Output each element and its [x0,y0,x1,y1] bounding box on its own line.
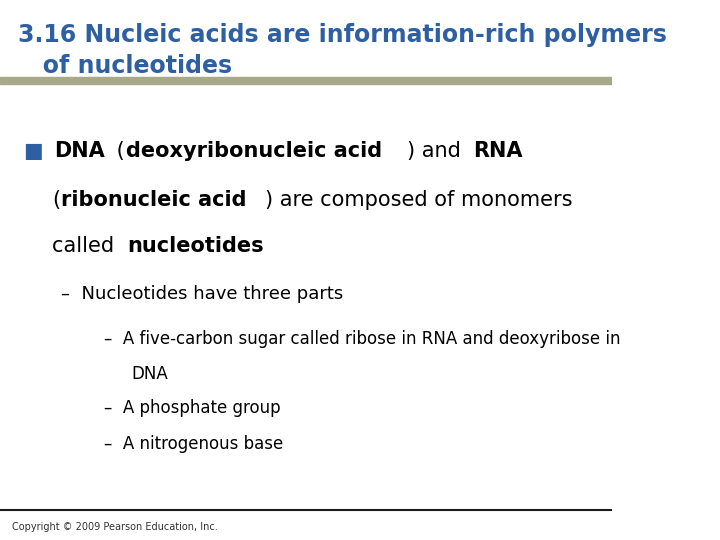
Text: DNA: DNA [54,141,105,161]
Text: Copyright © 2009 Pearson Education, Inc.: Copyright © 2009 Pearson Education, Inc. [12,522,218,531]
Text: ) are composed of monomers: ) are composed of monomers [264,190,572,210]
Text: deoxyribonucleic acid: deoxyribonucleic acid [126,141,382,161]
Text: (: ( [52,190,60,210]
Text: –  Nucleotides have three parts: – Nucleotides have three parts [61,285,343,303]
Text: called: called [52,235,121,256]
Bar [0,77,613,84]
Text: –  A five-carbon sugar called ribose in RNA and deoxyribose in: – A five-carbon sugar called ribose in R… [104,330,621,348]
Text: 3.16 Nucleic acids are information-rich polymers: 3.16 Nucleic acids are information-rich … [19,23,667,47]
Text: –  A phosphate group: – A phosphate group [104,399,281,417]
Text: nucleotides: nucleotides [127,235,264,256]
Text: ) and: ) and [407,141,467,161]
Text: ■: ■ [24,141,52,161]
Text: of nucleotides: of nucleotides [19,54,233,78]
Text: (: ( [110,141,125,161]
Text: RNA: RNA [474,141,523,161]
Text: DNA: DNA [132,364,168,383]
Text: –  A nitrogenous base: – A nitrogenous base [104,435,284,453]
Text: ribonucleic acid: ribonucleic acid [61,190,246,210]
